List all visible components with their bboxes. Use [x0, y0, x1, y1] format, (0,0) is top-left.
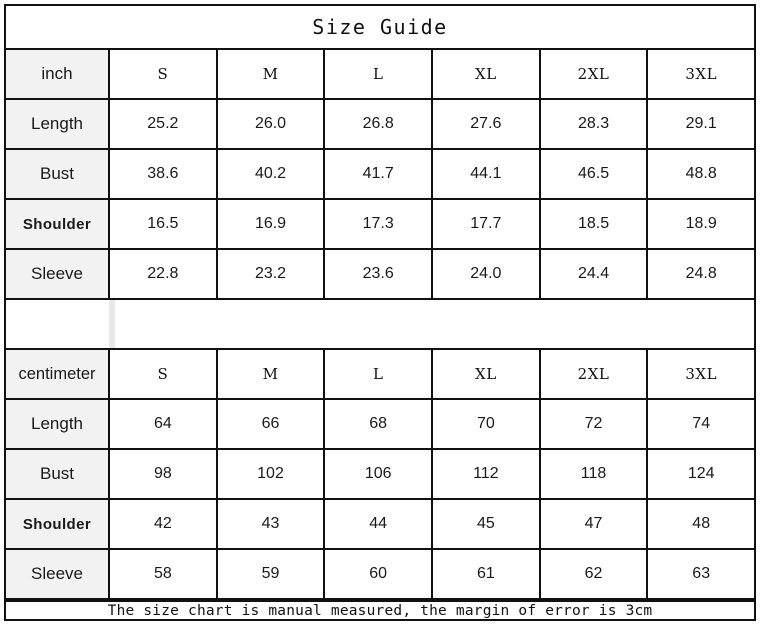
cm-length-3xl: 74 — [648, 400, 755, 448]
table-row: Sleeve 22.8 23.2 23.6 24.0 24.4 24.8 — [6, 250, 755, 300]
cm-size-header-2xl: 2XL — [540, 350, 649, 398]
inch-length-3xl: 29.1 — [648, 100, 755, 148]
cm-row-label-sleeve: Sleeve — [6, 550, 110, 598]
inch-bust-2xl: 46.5 — [540, 150, 649, 198]
cm-bust-m: 102 — [217, 450, 326, 498]
cm-length-2xl: 72 — [540, 400, 649, 448]
spacer-cell-5 — [114, 300, 115, 348]
spacer-cell-4 — [113, 300, 114, 348]
table-row: Bust 38.6 40.2 41.7 44.1 46.5 48.8 — [6, 150, 755, 200]
cm-size-header-m: M — [217, 350, 326, 398]
inch-shoulder-l: 17.3 — [325, 200, 434, 248]
cm-sleeve-xl: 61 — [433, 550, 541, 598]
inch-length-2xl: 28.3 — [540, 100, 649, 148]
inch-size-header-l: L — [325, 50, 434, 98]
cm-bust-xl: 112 — [433, 450, 541, 498]
inch-unit-label: inch — [6, 50, 110, 98]
inch-bust-m: 40.2 — [217, 150, 326, 198]
table-row: Shoulder 42 43 44 45 47 48 — [6, 500, 755, 550]
inch-row-label-shoulder: Shoulder — [6, 200, 110, 248]
cm-length-m: 66 — [217, 400, 326, 448]
inch-row-label-sleeve: Sleeve — [6, 250, 110, 298]
spacer-cell-0 — [6, 300, 110, 348]
spacer-cell-1 — [110, 300, 111, 348]
page-title: Size Guide — [312, 15, 448, 39]
centimeter-unit-label: centimeter — [6, 350, 110, 398]
cm-bust-2xl: 118 — [540, 450, 649, 498]
cm-sleeve-2xl: 62 — [540, 550, 649, 598]
cm-shoulder-2xl: 47 — [540, 500, 649, 548]
spacer-cell-2 — [111, 300, 112, 348]
inch-sleeve-s: 22.8 — [110, 250, 218, 298]
inch-shoulder-2xl: 18.5 — [540, 200, 649, 248]
cm-length-s: 64 — [110, 400, 218, 448]
inch-length-m: 26.0 — [217, 100, 326, 148]
inch-sleeve-l: 23.6 — [325, 250, 434, 298]
table-row: Length 25.2 26.0 26.8 27.6 28.3 29.1 — [6, 100, 755, 150]
inch-size-header-s: S — [110, 50, 218, 98]
inch-sleeve-xl: 24.0 — [433, 250, 541, 298]
inch-size-header-3xl: 3XL — [648, 50, 755, 98]
cm-bust-s: 98 — [110, 450, 218, 498]
cm-bust-3xl: 124 — [648, 450, 755, 498]
centimeter-header-row: centimeter S M L XL 2XL 3XL — [6, 350, 755, 400]
cm-row-label-length: Length — [6, 400, 110, 448]
cm-sleeve-m: 59 — [217, 550, 326, 598]
inch-bust-l: 41.7 — [325, 150, 434, 198]
inch-header-row: inch S M L XL 2XL 3XL — [6, 50, 755, 100]
inch-bust-s: 38.6 — [110, 150, 218, 198]
spacer-cell-3 — [112, 300, 113, 348]
table-row: Shoulder 16.5 16.9 17.3 17.7 18.5 18.9 — [6, 200, 755, 250]
size-guide-table: Size Guide inch S M L XL 2XL 3XL Length … — [4, 4, 756, 621]
cm-sleeve-3xl: 63 — [648, 550, 755, 598]
cm-shoulder-xl: 45 — [433, 500, 541, 548]
inch-size-header-xl: XL — [433, 50, 541, 98]
cm-size-header-l: L — [325, 350, 434, 398]
table-row: Length 64 66 68 70 72 74 — [6, 400, 755, 450]
inch-sleeve-m: 23.2 — [217, 250, 326, 298]
inch-sleeve-2xl: 24.4 — [540, 250, 649, 298]
inch-row-label-bust: Bust — [6, 150, 110, 198]
table-spacer-row — [6, 300, 754, 350]
size-guide-footer-row: The size chart is manual measured, the m… — [6, 600, 754, 619]
cm-shoulder-s: 42 — [110, 500, 218, 548]
inch-size-header-2xl: 2XL — [540, 50, 649, 98]
table-row: Bust 98 102 106 112 118 124 — [6, 450, 755, 500]
cm-row-label-bust: Bust — [6, 450, 110, 498]
cm-shoulder-m: 43 — [217, 500, 326, 548]
cm-length-l: 68 — [325, 400, 434, 448]
cm-sleeve-l: 60 — [325, 550, 434, 598]
inch-row-label-length: Length — [6, 100, 110, 148]
inch-length-s: 25.2 — [110, 100, 218, 148]
cm-size-header-s: S — [110, 350, 218, 398]
cm-size-header-xl: XL — [433, 350, 541, 398]
cm-size-header-3xl: 3XL — [648, 350, 755, 398]
cm-length-xl: 70 — [433, 400, 541, 448]
inch-length-xl: 27.6 — [433, 100, 541, 148]
cm-sleeve-s: 58 — [110, 550, 218, 598]
measurement-disclaimer: The size chart is manual measured, the m… — [107, 602, 653, 619]
inch-size-header-m: M — [217, 50, 326, 98]
cm-bust-l: 106 — [325, 450, 434, 498]
cm-shoulder-l: 44 — [325, 500, 434, 548]
cm-shoulder-3xl: 48 — [648, 500, 755, 548]
size-guide-title-row: Size Guide — [6, 6, 754, 50]
cm-row-label-shoulder: Shoulder — [6, 500, 110, 548]
inch-length-l: 26.8 — [325, 100, 434, 148]
inch-shoulder-3xl: 18.9 — [648, 200, 755, 248]
inch-shoulder-s: 16.5 — [110, 200, 218, 248]
table-row: Sleeve 58 59 60 61 62 63 — [6, 550, 755, 600]
inch-shoulder-m: 16.9 — [217, 200, 326, 248]
inch-bust-xl: 44.1 — [433, 150, 541, 198]
inch-bust-3xl: 48.8 — [648, 150, 755, 198]
inch-shoulder-xl: 17.7 — [433, 200, 541, 248]
inch-sleeve-3xl: 24.8 — [648, 250, 755, 298]
